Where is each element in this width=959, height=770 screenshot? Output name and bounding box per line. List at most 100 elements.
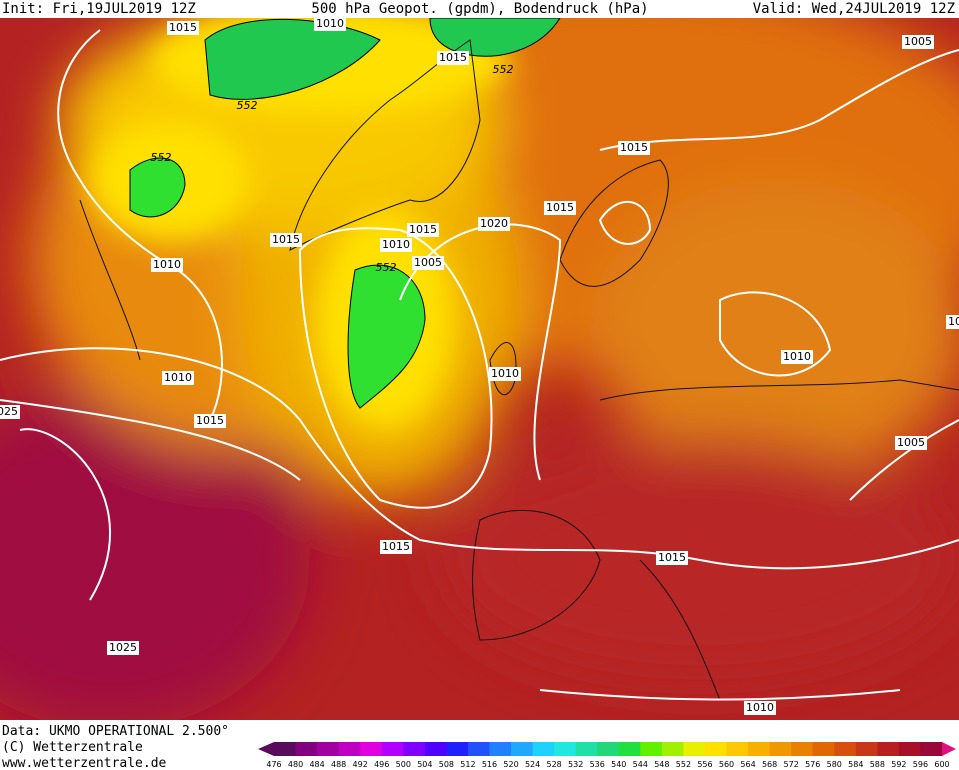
label-box: [489, 367, 521, 381]
colorbar-swatch: [640, 742, 663, 756]
contour-label: 1015: [272, 233, 300, 246]
colorbar-swatch: [360, 742, 383, 756]
colorbar-swatch: [381, 742, 404, 756]
label-box: [380, 540, 412, 554]
colorbar-label: 544: [633, 760, 648, 769]
map-title: 500 hPa Geopot. (gpdm), Bodendruck (hPa): [311, 1, 648, 17]
colorbar-label: 576: [805, 760, 820, 769]
colorbar-label: 532: [568, 760, 583, 769]
colorbar-label: 476: [266, 760, 281, 769]
colorbar-swatch: [532, 742, 555, 756]
colorbar-label: 520: [503, 760, 518, 769]
colorbar-swatch: [295, 742, 318, 756]
contour-label: 1015: [169, 21, 197, 34]
label-box: [270, 233, 302, 247]
contour-labels: 1015 1010 1015 552 1005 552 552 1015 1015 1020 101…: [0, 17, 959, 715]
colorbar-label: 592: [891, 760, 906, 769]
colorbar: 476 480 484 488 492 496 500 504 508 512 516 520 524 5…: [258, 742, 956, 769]
label-box: [744, 701, 776, 715]
isobars: [0, 29, 959, 701]
colorbar-swatch: [726, 742, 749, 756]
colorbar-swatch: [575, 742, 598, 756]
copyright: (C) Wetterzentrale: [2, 740, 143, 755]
label-box: [902, 35, 934, 49]
label-box: [478, 217, 510, 231]
colorbar-label: 560: [719, 760, 734, 769]
colorbar-label: 596: [913, 760, 928, 769]
contour-label: 1010: [153, 258, 181, 271]
label-box: [407, 223, 439, 237]
colorbar-swatch: [446, 742, 469, 756]
colorbar-label: 588: [870, 760, 885, 769]
label-box: [167, 21, 199, 35]
website: www.wetterzentrale.de: [2, 756, 167, 770]
label-box: [946, 315, 959, 329]
contour-label: 552: [151, 151, 172, 164]
label-box: [162, 371, 194, 385]
colorbar-swatch: [554, 742, 577, 756]
contour-label: 1010: [491, 367, 519, 380]
colorbar-label: 508: [439, 760, 454, 769]
valid-time: Valid: Wed,24JUL2019 12Z: [753, 1, 955, 17]
colorbar-label: 504: [417, 760, 432, 769]
colorbar-swatch: [898, 742, 921, 756]
colorbar-label: 516: [482, 760, 497, 769]
colorbar-label: 564: [740, 760, 755, 769]
map: [0, 18, 959, 720]
contour-label: 1015: [382, 540, 410, 553]
colorbar-arrow: [258, 742, 274, 756]
colorbar-label: 600: [934, 760, 949, 769]
colorbar-swatch: [511, 742, 534, 756]
colorbar-label: 524: [525, 760, 540, 769]
green-area: [347, 264, 426, 409]
colorbar-swatch: [769, 742, 792, 756]
contour-label: 1010: [783, 350, 811, 363]
colorbar-swatch: [920, 742, 943, 756]
colorbar-swatch: [812, 742, 835, 756]
contour-label: 1015: [409, 223, 437, 236]
contour-label: 1010: [746, 701, 774, 714]
data-source: Data: UKMO OPERATIONAL 2.500°: [2, 724, 229, 739]
colorbar-label: 580: [827, 760, 842, 769]
colorbar-swatch: [338, 742, 361, 756]
colorbar-swatch: [403, 742, 426, 756]
colorbar-label: 500: [396, 760, 411, 769]
contour-label: 552: [376, 261, 397, 274]
contour-label: 1015: [658, 551, 686, 564]
colorbar-swatch: [855, 742, 878, 756]
colorbar-label: 512: [460, 760, 475, 769]
label-box: [437, 51, 469, 65]
colorbar-swatch: [661, 742, 684, 756]
colorbar-swatch: [489, 742, 512, 756]
label-box: [544, 201, 576, 215]
label-box: [0, 405, 20, 419]
colorbar-swatch: [704, 742, 728, 756]
colorbar-label: 568: [762, 760, 777, 769]
colorbar-swatch: [274, 742, 297, 756]
colorbar-label: 496: [374, 760, 389, 769]
label-box: [412, 256, 444, 270]
colorbar-swatch: [618, 742, 641, 756]
contour-label: 1005: [897, 436, 925, 449]
label-box: [314, 18, 346, 31]
colorbar-label: 536: [590, 760, 605, 769]
colorbar-label: 584: [848, 760, 863, 769]
init-time: Init: Fri,19JUL2019 12Z: [2, 1, 196, 17]
colorbar-swatch: [317, 742, 340, 756]
colorbar-label: 488: [331, 760, 346, 769]
contour-label: 1020: [480, 217, 508, 230]
green-area: [129, 157, 186, 218]
contour-label: 1015: [196, 414, 224, 427]
colorbar-label: 484: [309, 760, 324, 769]
contour-label: 1005: [904, 35, 932, 48]
label-box: [895, 436, 927, 450]
contour-label: 1010: [316, 17, 344, 30]
contour-label: 1025: [0, 405, 18, 418]
contour-label: 1015: [620, 141, 648, 154]
label-box: [107, 641, 139, 655]
green-area: [204, 18, 381, 100]
colorbar-label: 528: [546, 760, 561, 769]
colorbar-swatch: [683, 742, 706, 756]
coastlines: [79, 39, 959, 701]
